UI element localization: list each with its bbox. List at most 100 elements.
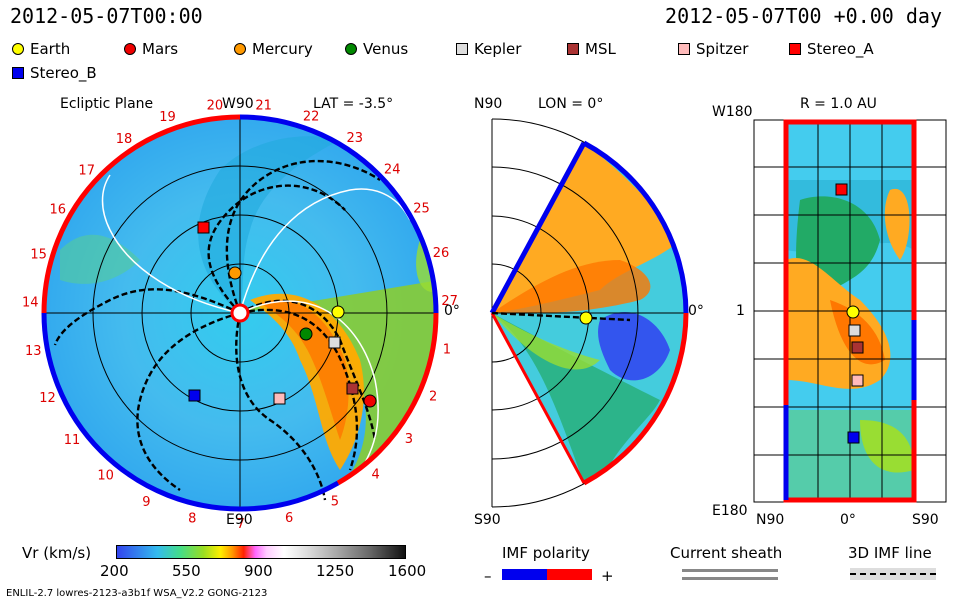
- legend-swatch: [567, 43, 579, 55]
- legend-swatch: [789, 43, 801, 55]
- stereo-b-marker-au: [847, 431, 860, 444]
- timestamp-left: 2012-05-07T00:00: [10, 4, 203, 28]
- meridional-title: LON = 0°: [538, 96, 604, 112]
- legend-label: Earth: [30, 40, 71, 58]
- legend-label: Stereo_B: [30, 64, 97, 82]
- spitzer-marker: [273, 392, 286, 405]
- carrington-tick-label: 15: [30, 248, 47, 263]
- kepler-marker-au: [848, 324, 861, 337]
- legend-label: Spitzer: [696, 40, 749, 58]
- colorbar: [116, 545, 406, 559]
- imf-positive-swatch: [547, 569, 592, 580]
- legend-swatch: [678, 43, 690, 55]
- carrington-tick-label: 13: [25, 344, 42, 359]
- carrington-tick-label: 21: [255, 98, 272, 113]
- panels-svg: 20 21222324252627123456789101112131415161…: [22, 98, 947, 532]
- au-bottom-label: E180: [712, 503, 748, 519]
- current-sheath-line-1: [682, 569, 778, 572]
- meridional-bottom-label: S90: [474, 512, 501, 528]
- legend-item: Mercury: [234, 40, 313, 58]
- stereo-a-marker: [197, 221, 210, 234]
- earth-marker-au: [846, 305, 860, 319]
- footer-left: ENLIL-2.7 lowres-2123-a3b1f WSA_V2.2 GON…: [6, 588, 268, 599]
- ecliptic-top-label: W90: [222, 96, 254, 112]
- carrington-tick-label: 18: [116, 132, 133, 147]
- carrington-tick-label: 11: [64, 433, 81, 448]
- ecliptic-right-label: 0°: [444, 303, 460, 319]
- carrington-tick-label: 5: [331, 494, 339, 509]
- colorbar-tick: 1250: [316, 562, 355, 580]
- legend-swatch: [124, 43, 136, 55]
- lat-label: LAT = -3.5°: [313, 96, 394, 112]
- mercury-marker: [228, 266, 242, 280]
- carrington-tick-label: 8: [188, 512, 196, 527]
- msl-marker-au: [851, 341, 864, 354]
- carrington-tick-label: 16: [50, 203, 67, 218]
- au-title: R = 1.0 AU: [800, 96, 877, 112]
- imf3d-title: 3D IMF line: [848, 544, 932, 562]
- stereo-b-marker: [188, 389, 201, 402]
- msl-marker: [346, 382, 359, 395]
- legend-label: Venus: [363, 40, 409, 58]
- earth-marker-meridional: [579, 311, 593, 325]
- carrington-tick-label: 25: [413, 201, 430, 216]
- legend-swatch: [12, 43, 24, 55]
- au-x-label-0: 0°: [840, 512, 856, 528]
- au-x-label-n: N90: [756, 512, 785, 528]
- imf-minus: –: [484, 567, 492, 585]
- legend-swatch: [345, 43, 357, 55]
- colorbar-tick: 900: [244, 562, 273, 580]
- carrington-tick-label: 14: [22, 296, 39, 311]
- legend-swatch: [456, 43, 468, 55]
- imf3d-line: [850, 573, 936, 575]
- carrington-tick-labels: 20 21222324252627123456789101112131415161…: [22, 98, 458, 532]
- au-panel: [753, 119, 947, 503]
- legend-item: Stereo_B: [12, 64, 97, 82]
- carrington-tick-label: 26: [433, 246, 450, 261]
- carrington-tick-label: 10: [97, 468, 114, 483]
- carrington-tick-label: 2: [429, 390, 437, 405]
- carrington-tick-label: 1: [443, 343, 451, 358]
- carrington-tick-label: 24: [384, 162, 401, 177]
- ecliptic-bottom-label: E90: [226, 512, 253, 528]
- carrington-tick-label: 7: [237, 517, 245, 532]
- colorbar-tick: 550: [172, 562, 201, 580]
- imf-negative-swatch: [502, 569, 547, 580]
- carrington-tick-label: 9: [142, 495, 150, 510]
- current-sheath-line-2: [682, 577, 778, 580]
- meridional-top-label: N90: [474, 96, 503, 112]
- imf-plus: +: [601, 567, 614, 585]
- carrington-tick-label: 4: [371, 467, 379, 482]
- kepler-marker: [328, 336, 341, 349]
- colorbar-tick: 200: [100, 562, 129, 580]
- legend-item: MSL: [567, 40, 616, 58]
- current-sheath-title: Current sheath: [670, 544, 783, 562]
- legend-item: Mars: [124, 40, 178, 58]
- au-x-label-s: S90: [912, 512, 939, 528]
- legend-item: Kepler: [456, 40, 521, 58]
- carrington-tick-label: 22: [303, 109, 320, 124]
- carrington-tick-label: 3: [405, 432, 413, 447]
- mars-marker: [363, 394, 377, 408]
- legend-item: Spitzer: [678, 40, 748, 58]
- timestamp-right: 2012-05-07T00 +0.00 day: [665, 4, 942, 28]
- au-top-label: W180: [712, 104, 753, 120]
- au-mid-label: 1: [736, 303, 745, 319]
- carrington-tick-label: 17: [78, 163, 95, 178]
- carrington-tick-label: 20: [207, 99, 224, 114]
- stereo-a-marker-au: [835, 183, 848, 196]
- venus-marker: [299, 327, 313, 341]
- legend-item: Earth: [12, 40, 70, 58]
- legend-label: Mars: [142, 40, 179, 58]
- legend-label: MSL: [585, 40, 616, 58]
- carrington-tick-label: 12: [39, 391, 56, 406]
- carrington-tick-label: 23: [347, 131, 364, 146]
- spitzer-marker-au: [851, 374, 864, 387]
- legend-label: Mercury: [252, 40, 313, 58]
- legend-item: Venus: [345, 40, 408, 58]
- carrington-tick-label: 19: [159, 110, 176, 125]
- ecliptic-title: Ecliptic Plane: [60, 96, 154, 112]
- carrington-tick-label: 27: [441, 294, 458, 309]
- ecliptic-panel: 20 21222324252627123456789101112131415161…: [22, 98, 458, 532]
- legend-item: Stereo_A: [789, 40, 874, 58]
